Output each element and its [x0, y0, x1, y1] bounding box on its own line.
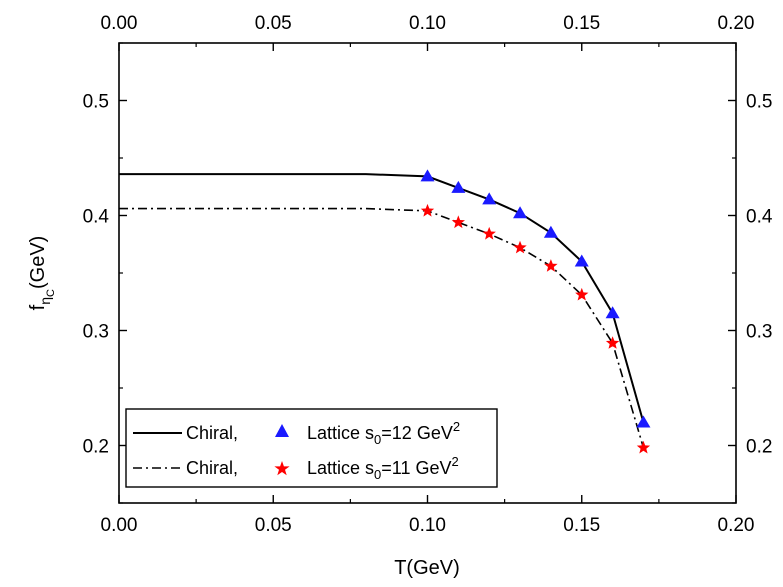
- y-tick-label-right: 0.2: [746, 437, 772, 458]
- legend-triangle-marker: [275, 424, 289, 437]
- y-tick-label-left: 0.5: [83, 92, 109, 113]
- star-marker: [482, 226, 496, 240]
- x-tick-label-bottom: 0.10: [409, 515, 446, 536]
- legend-item-2-line-label: Chiral,: [186, 458, 238, 478]
- star-marker: [605, 336, 620, 349]
- x-tick-label-top: 0.15: [563, 13, 600, 34]
- triangle-marker: [482, 192, 497, 205]
- series-markers: [420, 169, 651, 454]
- triangle-marker: [605, 306, 620, 319]
- axis-ticks: 0.000.000.050.050.100.100.150.150.200.20…: [83, 13, 773, 536]
- triangle-marker: [513, 206, 528, 219]
- x-axis-label: T(GeV): [394, 557, 460, 579]
- x-tick-label-top: 0.00: [101, 13, 138, 34]
- triangle-marker: [451, 180, 466, 193]
- y-axis-label-rest: (GeV): [27, 236, 49, 289]
- star-marker: [420, 203, 435, 217]
- legend: Chiral, Lattice s0=12 GeV2 Chiral, Latti…: [125, 408, 498, 488]
- star-marker: [451, 215, 465, 229]
- series-lines: [119, 173, 645, 449]
- series-line-solid: [119, 173, 645, 423]
- svg-text:fηC(GeV): fηC(GeV): [27, 236, 57, 311]
- x-tick-label-top: 0.10: [409, 13, 446, 34]
- y-tick-label-left: 0.4: [83, 207, 110, 228]
- star-marker: [636, 440, 651, 454]
- y-axis-label-main: f: [27, 304, 49, 310]
- legend-item-2-marker-label: Lattice s0=11 GeV2: [307, 454, 459, 482]
- triangle-marker: [420, 169, 435, 182]
- y-tick-label-left: 0.2: [83, 437, 109, 458]
- star-marker: [513, 240, 527, 254]
- legend-item-1-line-label: Chiral,: [186, 423, 238, 443]
- legend-item-1-marker-label: Lattice s0=12 GeV2: [307, 419, 460, 447]
- x-tick-label-bottom: 0.20: [718, 515, 755, 536]
- y-axis-label: fηC(GeV): [27, 236, 57, 311]
- x-tick-label-top: 0.20: [718, 13, 755, 34]
- triangle-marker: [574, 254, 589, 267]
- star-marker: [575, 287, 589, 301]
- y-tick-label-right: 0.4: [746, 207, 773, 228]
- x-tick-label-bottom: 0.15: [563, 515, 600, 536]
- y-axis-label-sub: η: [37, 297, 53, 305]
- x-tick-label-bottom: 0.00: [101, 515, 138, 536]
- star-marker: [544, 259, 558, 272]
- y-tick-label-left: 0.3: [83, 322, 109, 343]
- x-tick-label-top: 0.05: [255, 13, 292, 34]
- x-tick-label-bottom: 0.05: [255, 515, 292, 536]
- y-axis-label-subsub: C: [45, 289, 57, 297]
- triangle-marker: [543, 225, 558, 238]
- legend-star-marker: [274, 461, 290, 476]
- y-tick-label-right: 0.5: [746, 92, 772, 113]
- triangle-marker: [636, 415, 651, 428]
- legend-box: [125, 408, 498, 488]
- y-tick-label-right: 0.3: [746, 322, 772, 343]
